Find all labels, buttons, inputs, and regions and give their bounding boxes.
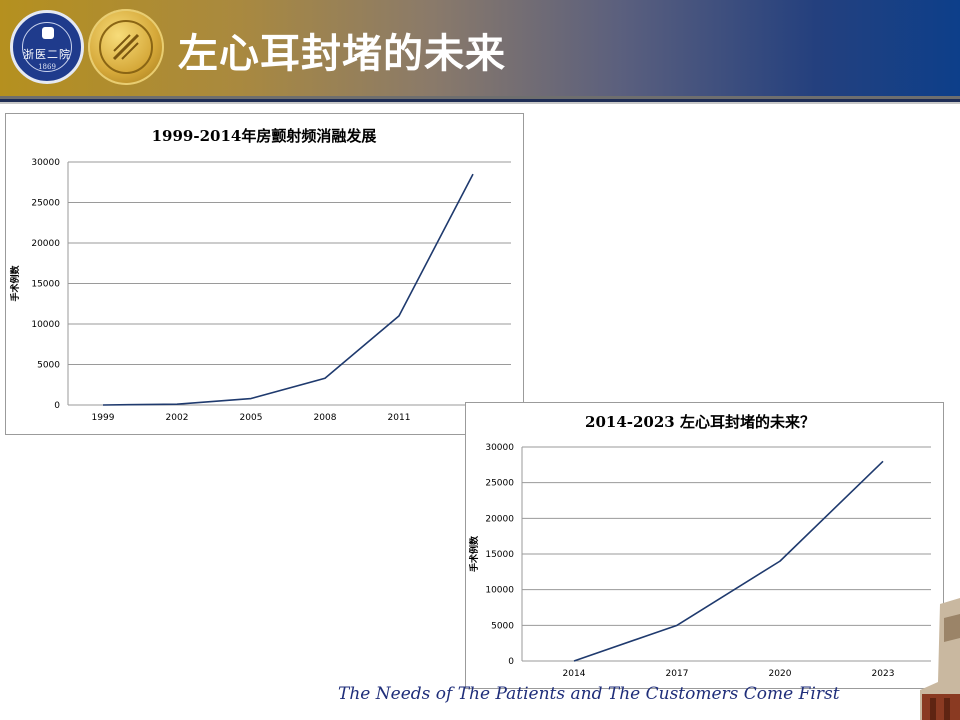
chart-rfa-growth: 1999-2014年房颤射频消融发展 0 5000 10000 15000 20000 25…: [5, 113, 524, 435]
chart1-y-tick-label: 15000: [31, 280, 60, 290]
chart2-y-tick-label: 30000: [485, 443, 514, 453]
hospital-logo-name: 浙医二院: [23, 48, 71, 61]
chart1-x-tick-label: 2005: [240, 413, 263, 423]
chart2-series-line: [573, 460, 884, 662]
chart2-title: 2014-2023 左心耳封堵的未来？: [585, 413, 815, 431]
chart2-y-tick-label: 0: [508, 657, 514, 667]
chart2-y-tick-label: 25000: [485, 479, 514, 489]
header-divider-dark: [0, 99, 960, 102]
chart2-x-tick-label: 2014: [563, 669, 586, 679]
hospital-logo-year: 1869: [38, 63, 56, 71]
accreditation-seal-ring: [99, 20, 153, 74]
header-divider-light: [0, 102, 960, 104]
chart1-x-tick-label: 2008: [314, 413, 337, 423]
chart2-y-tick-label: 5000: [491, 621, 514, 631]
accreditation-seal-mark-icon: [112, 33, 140, 61]
chart1-x-tick-label: 2011: [388, 413, 411, 423]
chart2-x-tick-label: 2017: [666, 669, 689, 679]
slide-motto: The Needs of The Patients and The Custom…: [338, 684, 840, 704]
hospital-logo: 浙医二院 1869: [10, 10, 84, 84]
chart1-y-tick-label: 0: [54, 401, 60, 411]
chart1-y-tick-label: 5000: [37, 361, 60, 371]
slide-title: 左心耳封堵的未来: [178, 31, 506, 77]
chart2-y-axis-label: 手术例数: [468, 535, 480, 572]
chart-laao-future-svg: 2014-2023 左心耳封堵的未来？ 0 5000 10000 15000 20000 2…: [468, 413, 931, 679]
chart1-series-line: [102, 173, 474, 406]
chart2-y-tick-label: 20000: [485, 514, 514, 524]
chart1-y-axis-label: 手术例数: [9, 265, 21, 302]
hospital-logo-mark-icon: [42, 27, 54, 39]
chart2-x-tick-label: 2020: [769, 669, 792, 679]
chart1-y-tick-label: 25000: [31, 199, 60, 209]
chart1-x-tick-label: 2002: [166, 413, 189, 423]
chart2-x-tick-label: 2023: [872, 669, 895, 679]
chart2-y-tick-label: 10000: [485, 586, 514, 596]
chart1-y-tick-label: 30000: [31, 158, 60, 168]
hospital-logo-ring: [22, 22, 72, 72]
header-divider: [0, 96, 960, 99]
chart2-y-tick-label: 15000: [485, 550, 514, 560]
chart-laao-future: 2014-2023 左心耳封堵的未来？ 0 5000 10000 15000 20000 2…: [465, 402, 944, 689]
chart1-title: 1999-2014年房颤射频消融发展: [152, 127, 377, 145]
accreditation-seal-icon: [88, 9, 164, 85]
chart1-y-tick-label: 10000: [31, 320, 60, 330]
chart-rfa-growth-svg: 1999-2014年房颤射频消融发展 0 5000 10000 15000 20000 25…: [9, 127, 511, 423]
chart1-y-tick-label: 20000: [31, 239, 60, 249]
building-decoration-icon: [920, 598, 960, 720]
chart1-x-tick-label: 1999: [92, 413, 115, 423]
